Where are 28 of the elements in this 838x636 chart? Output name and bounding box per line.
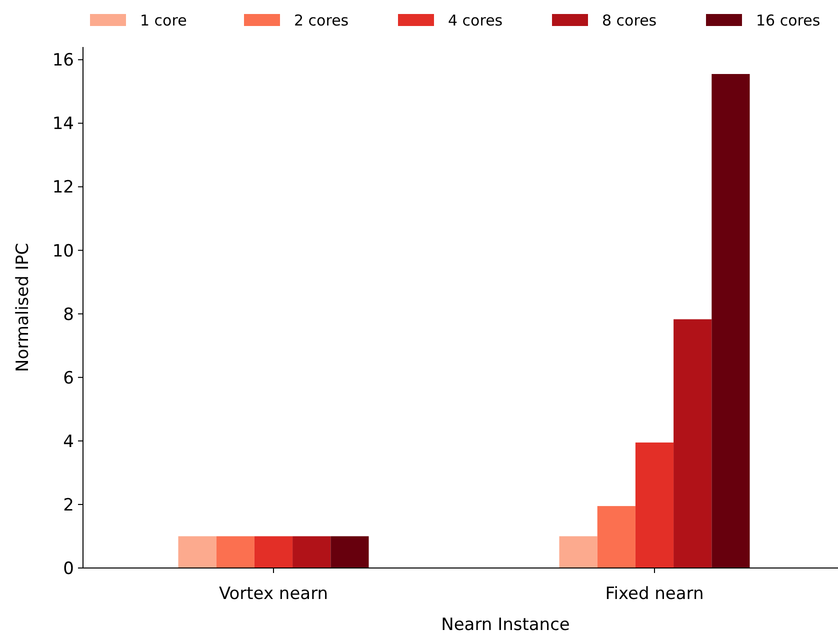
y-tick-label: 8	[63, 304, 74, 325]
y-tick-label: 4	[63, 432, 74, 452]
bar	[674, 319, 712, 568]
bar	[712, 74, 750, 568]
legend-label: 16 cores	[756, 11, 820, 30]
legend-label: 8 cores	[602, 11, 657, 30]
y-tick-label: 2	[63, 495, 74, 516]
bar	[635, 442, 674, 568]
bar	[559, 536, 598, 568]
bar	[597, 506, 636, 568]
x-tick-label: Fixed nearn	[605, 584, 704, 604]
y-tick-label: 6	[63, 368, 74, 388]
y-tick-label: 14	[52, 114, 74, 134]
bar	[216, 536, 254, 568]
y-tick-label: 12	[52, 178, 74, 198]
legend-label: 2 cores	[294, 11, 349, 30]
x-tick-label: Vortex nearn	[218, 584, 328, 604]
y-tick-label: 16	[52, 50, 74, 71]
y-axis-title: Normalised IPC	[13, 243, 33, 372]
legend-label: 1 core	[140, 11, 187, 30]
y-tick-label: 0	[63, 558, 74, 579]
bar	[330, 536, 369, 568]
bar	[178, 536, 216, 568]
y-tick-label: 10	[52, 241, 74, 262]
x-axis-title: Nearn Instance	[441, 615, 570, 635]
bar	[292, 536, 331, 568]
legend-label: 4 cores	[448, 11, 503, 30]
bar	[254, 536, 293, 568]
